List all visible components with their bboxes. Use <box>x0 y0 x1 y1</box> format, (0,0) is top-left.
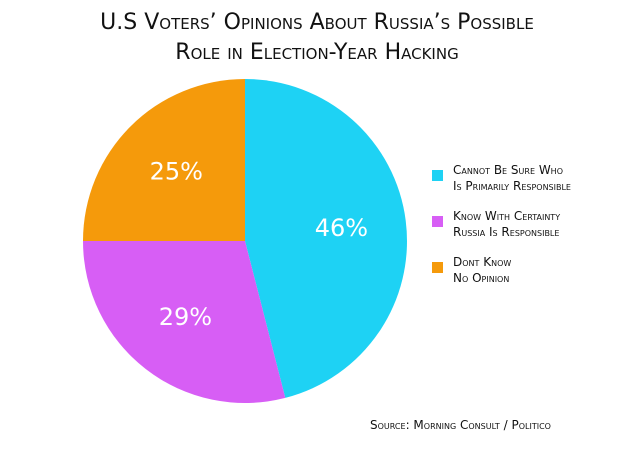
legend-swatch <box>432 262 443 273</box>
chart-title: U.S Voters’ Opinions About Russia’s Poss… <box>100 10 534 65</box>
pie-slice <box>83 241 286 403</box>
legend-label: Cannot Be Sure Who Is Primarily Responsi… <box>453 163 571 193</box>
value-label: 25% <box>150 157 203 185</box>
legend-label: Dont Know No Opinion <box>453 255 512 285</box>
legend-swatch <box>432 170 443 181</box>
legend-label: Know With Certainty Russia Is Responsibl… <box>453 209 561 239</box>
value-label: 46% <box>315 214 368 242</box>
value-label: 29% <box>159 303 212 331</box>
pie-slice <box>245 79 407 398</box>
legend-item: Cannot Be Sure Who Is Primarily Responsi… <box>432 162 571 194</box>
source: Source: Morning Consult / Politico <box>370 418 551 432</box>
pie-slice <box>83 79 245 241</box>
legend-swatch <box>432 216 443 227</box>
legend-item: Know With Certainty Russia Is Responsibl… <box>432 208 560 240</box>
legend-item: Dont Know No Opinion <box>432 254 511 286</box>
